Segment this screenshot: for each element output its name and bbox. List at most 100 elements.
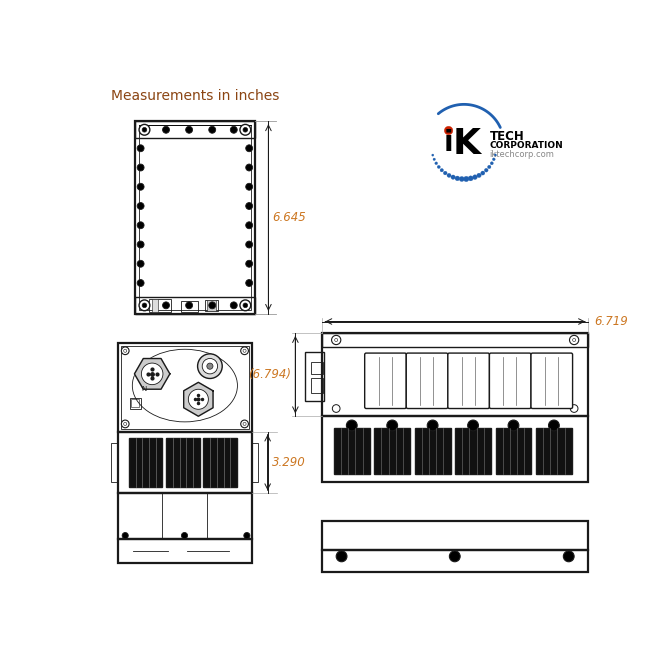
Circle shape [137,203,144,209]
Circle shape [472,175,478,180]
Circle shape [508,420,519,431]
Text: 3.290: 3.290 [271,456,305,469]
Circle shape [243,303,248,308]
Text: Measurements in inches: Measurements in inches [112,89,280,103]
Circle shape [246,145,253,152]
Text: K: K [452,128,480,161]
Text: CORPORATION: CORPORATION [490,141,563,149]
Circle shape [230,302,237,309]
Circle shape [494,154,496,157]
Circle shape [137,222,144,229]
Bar [135,297,255,314]
Bar [135,121,255,138]
Circle shape [137,261,144,267]
Circle shape [488,165,491,168]
FancyBboxPatch shape [406,353,448,409]
Circle shape [244,532,250,539]
Bar [130,397,140,409]
Circle shape [246,280,253,286]
Circle shape [243,128,248,132]
Circle shape [142,363,163,385]
Circle shape [450,551,460,562]
FancyBboxPatch shape [448,353,490,409]
Text: (6.794): (6.794) [248,368,291,381]
Circle shape [246,164,253,171]
Bar [166,438,200,487]
Circle shape [137,241,144,248]
Bar [149,299,170,311]
Circle shape [477,173,481,178]
Bar [152,299,158,311]
Circle shape [468,176,473,181]
Bar [253,443,259,482]
Polygon shape [184,382,213,417]
Circle shape [137,184,144,190]
Circle shape [460,176,464,182]
Circle shape [240,300,250,311]
Bar [118,494,253,540]
Circle shape [122,347,129,355]
Circle shape [444,171,447,175]
Circle shape [246,184,253,190]
Circle shape [243,349,246,352]
Text: N: N [142,386,147,392]
Circle shape [137,145,144,152]
Circle shape [387,420,397,431]
Bar [129,438,162,487]
Polygon shape [134,359,170,390]
Circle shape [124,349,127,352]
Bar [112,443,118,482]
Text: i: i [444,129,454,157]
Circle shape [468,420,478,431]
Circle shape [331,336,341,345]
Bar [415,428,450,474]
Circle shape [548,420,559,431]
Circle shape [440,168,444,172]
Circle shape [139,300,150,311]
Circle shape [447,173,451,178]
Text: 6.719: 6.719 [594,315,628,328]
Circle shape [570,405,578,413]
Circle shape [142,128,147,132]
Circle shape [137,280,144,286]
Bar [323,333,588,347]
Bar [311,363,323,374]
Circle shape [333,405,340,413]
Bar [182,301,198,311]
Circle shape [455,176,460,181]
Bar [118,343,253,432]
Circle shape [122,420,129,428]
Circle shape [335,338,338,342]
Bar [323,417,588,482]
Circle shape [202,359,218,374]
Circle shape [240,420,248,428]
Circle shape [428,420,438,431]
Bar [323,333,588,417]
Circle shape [209,302,216,309]
Circle shape [162,302,170,309]
Text: 6.645: 6.645 [273,211,306,224]
Circle shape [433,158,436,161]
Circle shape [570,336,578,345]
Bar [204,438,237,487]
Circle shape [240,347,248,355]
Circle shape [492,158,495,161]
Circle shape [139,124,150,135]
Bar [121,346,249,428]
Circle shape [186,126,192,134]
Circle shape [142,303,147,308]
Bar [334,428,369,474]
Bar [118,540,253,563]
Bar [455,428,491,474]
Circle shape [246,222,253,229]
Circle shape [246,241,253,248]
Circle shape [336,551,347,562]
Bar [118,432,253,494]
Circle shape [451,175,456,180]
Circle shape [484,168,488,172]
FancyBboxPatch shape [490,353,531,409]
Bar [323,521,588,550]
Circle shape [207,363,213,369]
FancyBboxPatch shape [531,353,572,409]
Bar [311,378,323,393]
